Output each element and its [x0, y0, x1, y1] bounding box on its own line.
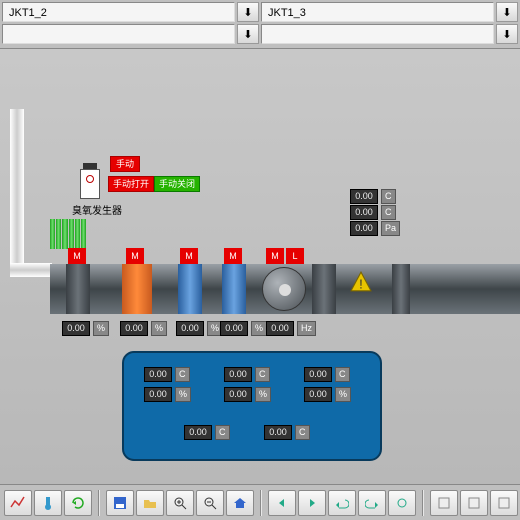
tag-m3: M	[180, 248, 198, 264]
duct-read-2: 0.00%	[176, 321, 223, 336]
warning-icon: !	[350, 271, 372, 293]
side-read-1: 0.00C	[350, 205, 396, 220]
side-read-2: 0.00Pa	[350, 221, 400, 236]
combo-4-dropdown[interactable]: ⬇	[496, 24, 518, 44]
combo-2[interactable]: JKT1_3	[261, 2, 494, 22]
tag-m2: M	[126, 248, 144, 264]
svg-text:!: !	[359, 277, 363, 292]
combo-4[interactable]	[261, 24, 494, 44]
tag-m5: M	[266, 248, 284, 264]
damper-3	[392, 264, 410, 314]
pipe-horizontal	[10, 263, 52, 277]
duct-read-1: 0.00%	[120, 321, 167, 336]
ozone-device	[80, 169, 100, 199]
hvac-diagram: 手动 手动打开 手动关闭 臭氧发生器 M M M M M L ! 0.00C 0…	[0, 48, 520, 484]
duct-read-0: 0.00%	[62, 321, 109, 336]
duct-read-3: 0.00%	[220, 321, 267, 336]
combo-1-dropdown[interactable]: ⬇	[237, 2, 259, 22]
top-combo-bar: JKT1_2 ⬇ ⬇ JKT1_3 ⬇ ⬇	[0, 0, 520, 48]
undo-icon[interactable]	[328, 490, 356, 516]
ozone-label: 臭氧发生器	[72, 202, 122, 217]
pipe-vertical	[10, 109, 24, 277]
fwd-icon[interactable]	[298, 490, 326, 516]
fan	[262, 267, 306, 311]
combo-1[interactable]: JKT1_2	[2, 2, 235, 22]
sheet3-icon[interactable]	[490, 490, 518, 516]
manual-open-label[interactable]: 手动打开	[108, 176, 154, 192]
cooler-1	[178, 264, 202, 314]
bottom-toolbar	[0, 484, 520, 520]
duct-read-4: 0.00Hz	[266, 321, 316, 336]
readout-panel: 0.00C 0.00C 0.00C 0.00% 0.00% 0.00% 0.00…	[122, 351, 382, 461]
combo-2-dropdown[interactable]: ⬇	[496, 2, 518, 22]
sheet2-icon[interactable]	[460, 490, 488, 516]
folder-icon[interactable]	[136, 490, 164, 516]
combo-3-dropdown[interactable]: ⬇	[237, 24, 259, 44]
tag-m1: M	[68, 248, 86, 264]
combo-3[interactable]	[2, 24, 235, 44]
filter-bank	[50, 219, 86, 249]
damper-2	[312, 264, 336, 314]
heater	[122, 264, 152, 314]
manual-close-label[interactable]: 手动关闭	[154, 176, 200, 192]
chart-icon[interactable]	[4, 490, 32, 516]
tag-m4: M	[224, 248, 242, 264]
repeat-icon[interactable]	[388, 490, 416, 516]
manual-label[interactable]: 手动	[110, 156, 140, 172]
zoom-out-icon[interactable]	[196, 490, 224, 516]
cooler-2	[222, 264, 246, 314]
thermo-icon[interactable]	[34, 490, 62, 516]
tag-l: L	[286, 248, 304, 264]
damper-1	[66, 264, 90, 314]
sheet1-icon[interactable]	[430, 490, 458, 516]
home-icon[interactable]	[226, 490, 254, 516]
zoom-in-icon[interactable]	[166, 490, 194, 516]
side-read-0: 0.00C	[350, 189, 396, 204]
save-icon[interactable]	[106, 490, 134, 516]
redo-icon[interactable]	[358, 490, 386, 516]
refresh-icon[interactable]	[64, 490, 92, 516]
ozone-indicator	[86, 175, 94, 183]
back-icon[interactable]	[268, 490, 296, 516]
